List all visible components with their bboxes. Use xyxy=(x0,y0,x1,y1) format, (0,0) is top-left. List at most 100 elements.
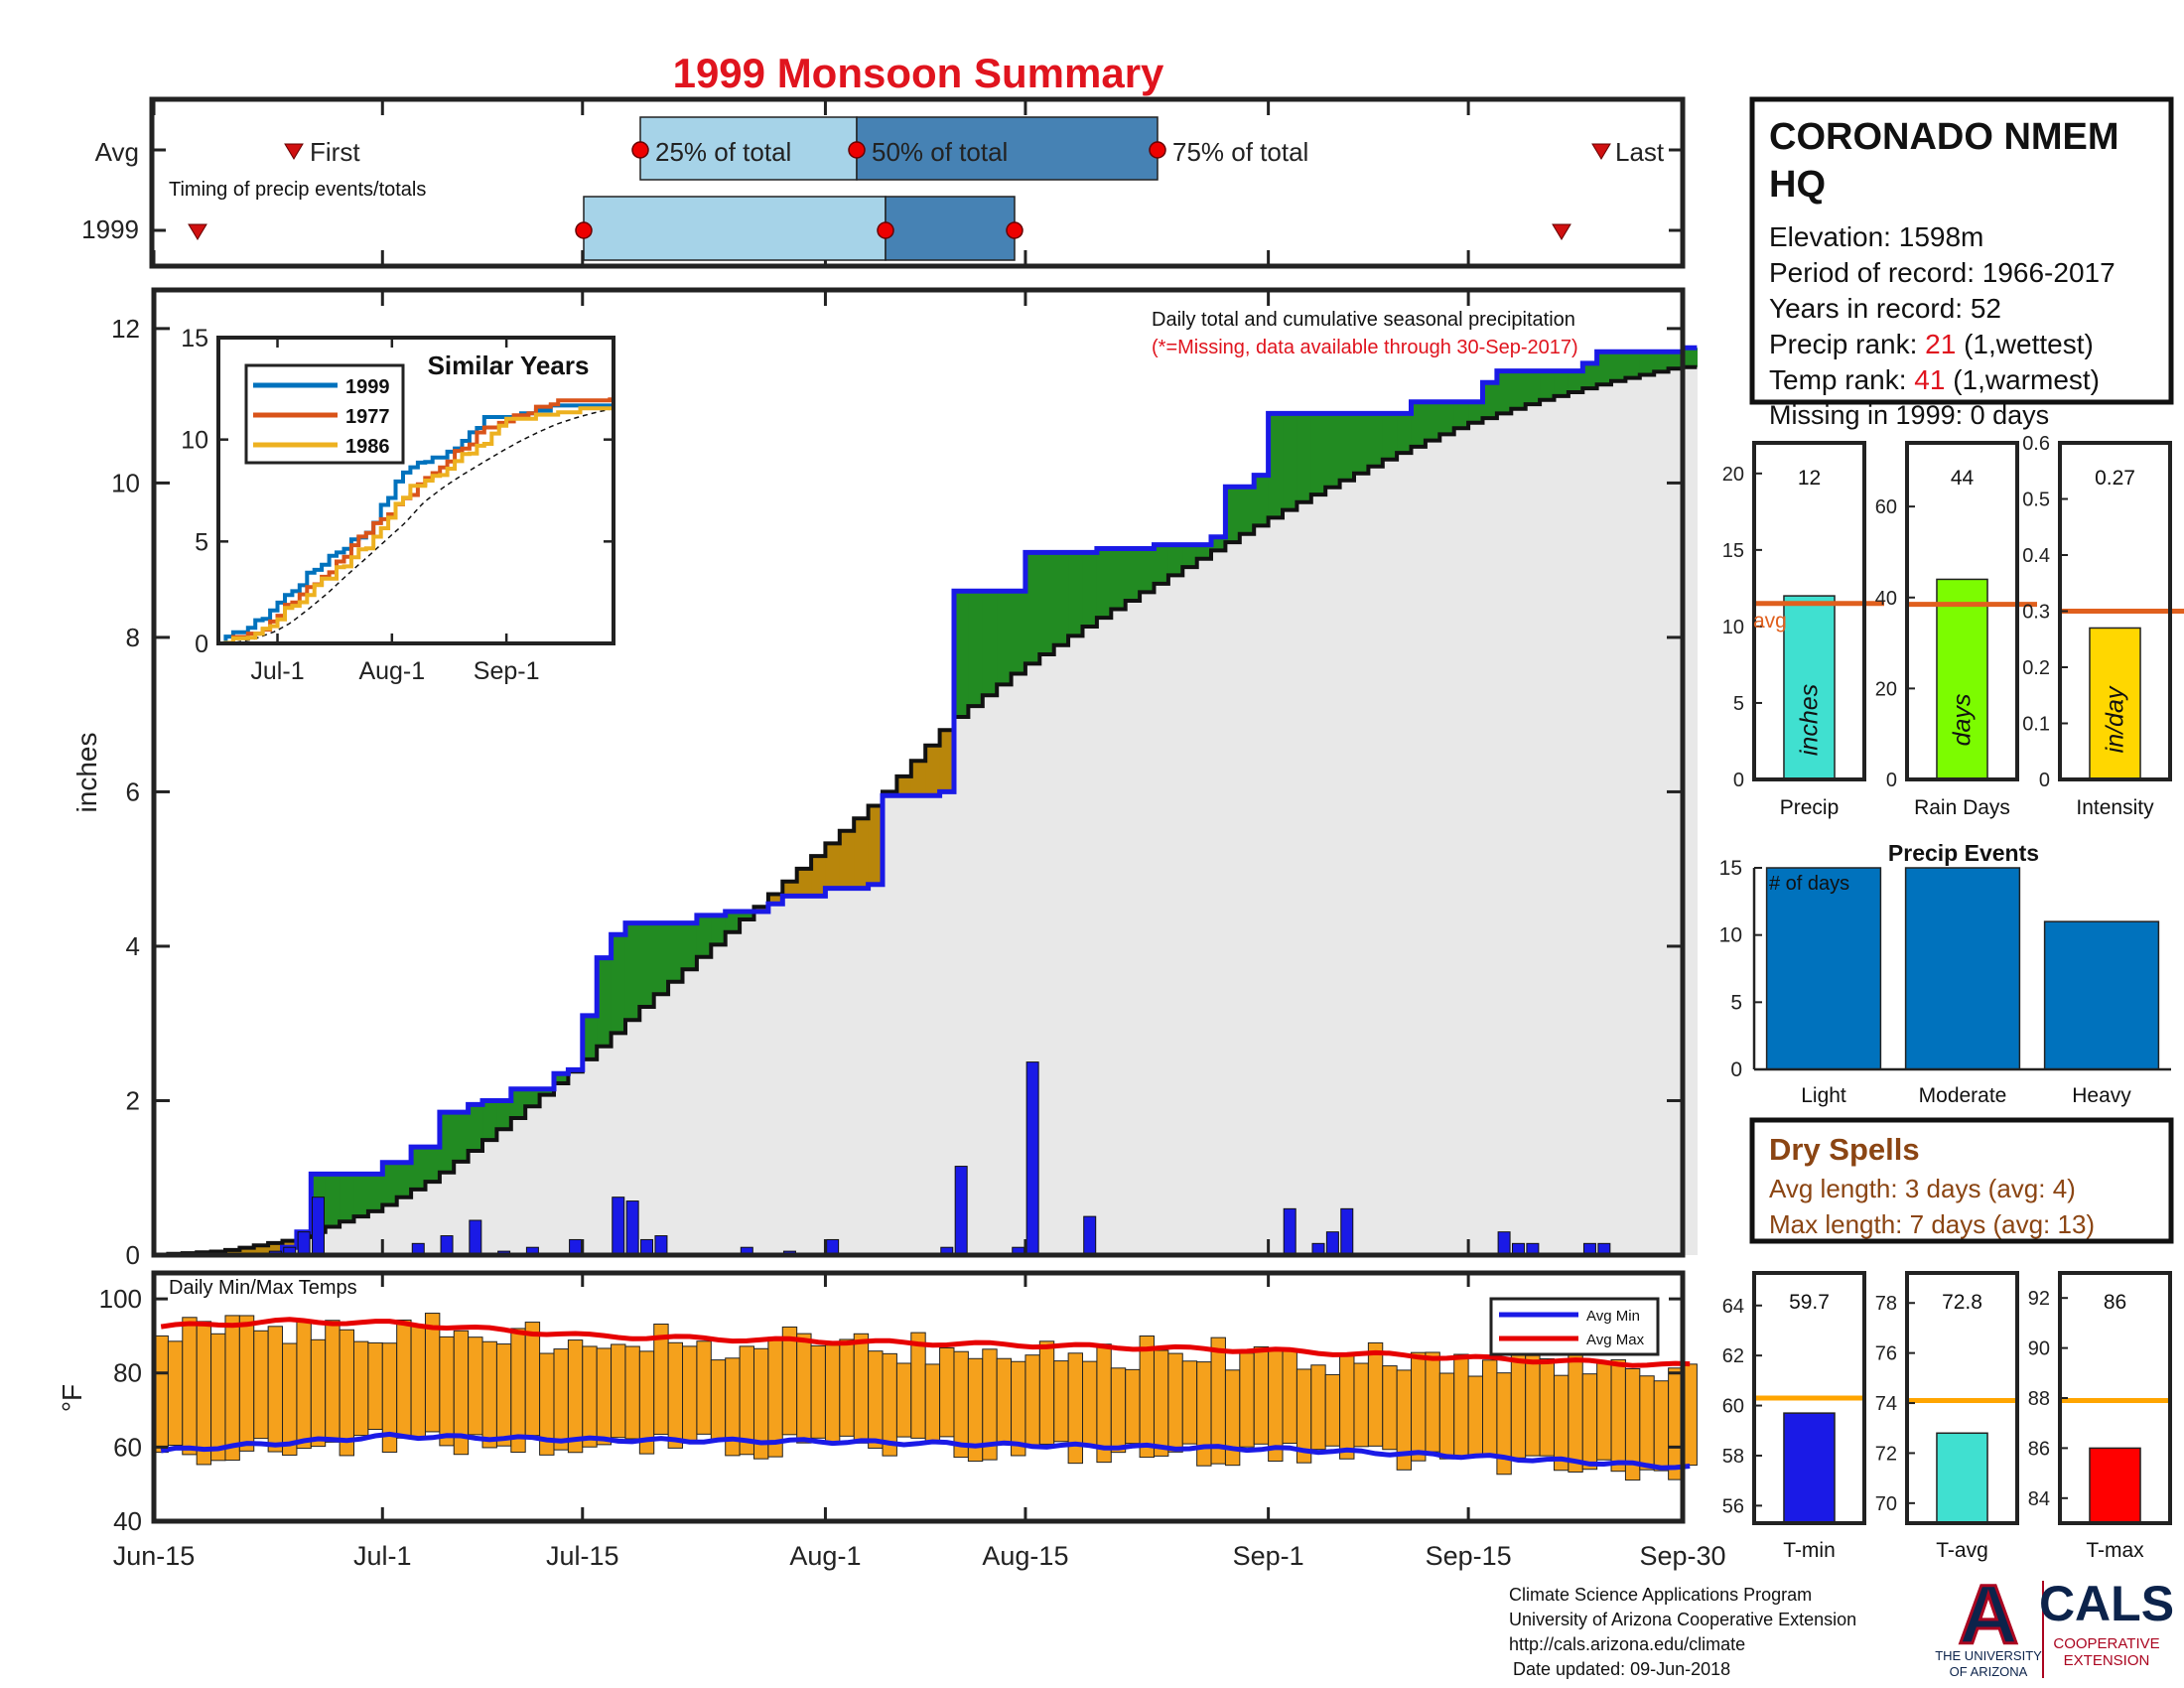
inset-legend-1977: 1977 xyxy=(345,406,390,428)
above-average-segment xyxy=(539,1088,555,1095)
station-period: Period of record: 1966-2017 xyxy=(1769,257,2116,288)
mini-avg-label: avg xyxy=(1753,610,1787,633)
cumulative-area-segment xyxy=(1039,654,1055,1255)
footer-program: Climate Science Applications Program xyxy=(1509,1585,1812,1605)
inset-y-tick-label: 15 xyxy=(181,325,208,352)
above-average-segment xyxy=(639,922,655,1008)
daily-temp-bar xyxy=(1310,1364,1326,1451)
svg-text:CALS: CALS xyxy=(2039,1576,2174,1631)
precip-note: Daily total and cumulative seasonal prec… xyxy=(1152,309,1575,331)
mini-value-raindays: 44 xyxy=(1951,467,1975,490)
events-y-label: # of days xyxy=(1769,873,1849,895)
daily-temp-bar xyxy=(567,1339,584,1454)
avg-p75-label: 75% of total xyxy=(1172,137,1308,167)
tmini-y-tick-label-tavg: 76 xyxy=(1875,1343,1897,1365)
daily-temp-bar xyxy=(282,1342,298,1456)
cumulative-area-segment xyxy=(510,1117,526,1255)
inset-y-tick-label: 10 xyxy=(181,427,208,455)
daily-precip-bar xyxy=(654,1235,668,1256)
inset-y-tick-label: 0 xyxy=(195,631,208,658)
above-average-segment xyxy=(1024,552,1040,664)
below-average-segment xyxy=(796,868,812,897)
inset-legend-1986: 1986 xyxy=(345,436,390,458)
daily-temp-bar xyxy=(481,1340,497,1449)
daily-temp-bar xyxy=(439,1336,455,1447)
cumulative-area-segment xyxy=(1082,627,1098,1255)
tmini-bar-tavg xyxy=(1936,1432,1988,1524)
timing-panel: Avg 1999 First Last 25% of total 50% of … xyxy=(81,96,1686,269)
daily-temp-bar xyxy=(895,1362,912,1438)
daily-temp-bar xyxy=(1024,1354,1040,1447)
dry-spells-avg: Avg length: 3 days (avg: 4) xyxy=(1769,1174,2076,1203)
cumulative-area-segment xyxy=(1425,440,1440,1256)
events-y-tick-label: 15 xyxy=(1719,857,1742,880)
above-average-segment xyxy=(1654,352,1670,372)
daily-temp-bar xyxy=(524,1322,541,1437)
tmini-label-tmax: T-max xyxy=(2086,1539,2144,1562)
mini-y-tick-label-precip: 15 xyxy=(1722,540,1744,562)
cumulative-area-segment xyxy=(325,1226,341,1255)
precip-y-tick-label: 8 xyxy=(126,623,140,652)
cumulative-area-segment xyxy=(1011,673,1026,1255)
cumulative-area-segment xyxy=(968,706,984,1255)
dry-spells-title: Dry Spells xyxy=(1769,1132,1920,1167)
cumulative-area-segment xyxy=(1154,583,1169,1255)
mini-y-tick-label-raindays: 20 xyxy=(1875,678,1897,700)
above-average-segment xyxy=(1596,352,1612,385)
daily-temp-bar xyxy=(1153,1349,1169,1457)
events-y-tick-label: 10 xyxy=(1719,924,1742,947)
daily-temp-bar xyxy=(796,1333,812,1444)
daily-precip-bar xyxy=(1283,1207,1297,1256)
station-years: Years in record: 52 xyxy=(1769,293,2001,324)
cumulative-area-segment xyxy=(740,919,755,1255)
cumulative-area-segment xyxy=(668,981,684,1255)
above-average-segment xyxy=(1397,413,1413,454)
daily-temp-bar xyxy=(1110,1367,1127,1454)
footer-date: Date updated: 09-Jun-2018 xyxy=(1513,1659,1730,1679)
above-average-segment xyxy=(454,1112,470,1162)
daily-temp-bar xyxy=(653,1324,669,1435)
tmini-y-tick-label-tmax: 88 xyxy=(2028,1388,2050,1410)
cumulative-area-segment xyxy=(1639,374,1655,1255)
above-average-segment xyxy=(1068,552,1084,636)
tmini-y-tick-label-tmax: 84 xyxy=(2028,1488,2050,1510)
above-average-segment xyxy=(1082,552,1098,628)
tmini-y-tick-label-tavg: 74 xyxy=(1875,1393,1897,1415)
above-average-segment xyxy=(597,957,613,1047)
above-average-segment xyxy=(740,911,755,920)
below-average-segment xyxy=(224,1249,240,1255)
daily-temp-bar xyxy=(1438,1372,1455,1460)
above-average-segment xyxy=(1339,413,1355,481)
cumulative-area-segment xyxy=(753,911,769,1255)
cumulative-area-segment xyxy=(553,1082,569,1255)
temp-y-tick-label: 40 xyxy=(113,1506,142,1536)
tmini-y-tick-label-tmax: 92 xyxy=(2028,1288,2050,1310)
mini-y-tick-label-raindays: 0 xyxy=(1886,770,1897,791)
daily-precip-bar xyxy=(469,1219,482,1256)
above-average-segment xyxy=(1154,544,1169,584)
daily-temp-bar xyxy=(468,1336,483,1436)
daily-temp-bar xyxy=(1525,1354,1541,1457)
daily-temp-bar xyxy=(853,1333,870,1444)
cumulative-area-segment xyxy=(482,1140,498,1255)
daily-temp-bar xyxy=(696,1340,712,1435)
cumulative-area-segment xyxy=(439,1172,455,1255)
daily-precip-bar xyxy=(1340,1207,1354,1256)
cumulative-area-segment xyxy=(353,1216,369,1255)
cumulative-area-segment xyxy=(1353,473,1369,1255)
above-average-segment xyxy=(1511,370,1527,409)
inset-title: Similar Years xyxy=(428,351,590,380)
cumulative-area-segment xyxy=(939,791,955,1255)
cumulative-area-segment xyxy=(396,1196,412,1255)
cumulative-area-segment xyxy=(367,1210,383,1255)
above-average-segment xyxy=(367,1174,383,1211)
tmini-y-tick-label-tavg: 70 xyxy=(1875,1493,1897,1515)
below-average-segment xyxy=(910,761,926,796)
cumulative-area-segment xyxy=(1382,459,1398,1255)
above-average-segment xyxy=(325,1174,341,1227)
daily-temp-bar xyxy=(996,1357,1013,1446)
mini-y-tick-label-intensity: 0 xyxy=(2039,770,2050,791)
below-average-segment xyxy=(854,818,870,889)
legend-avg-max: Avg Max xyxy=(1586,1332,1645,1348)
mini-bar-raindays xyxy=(1936,578,1988,780)
